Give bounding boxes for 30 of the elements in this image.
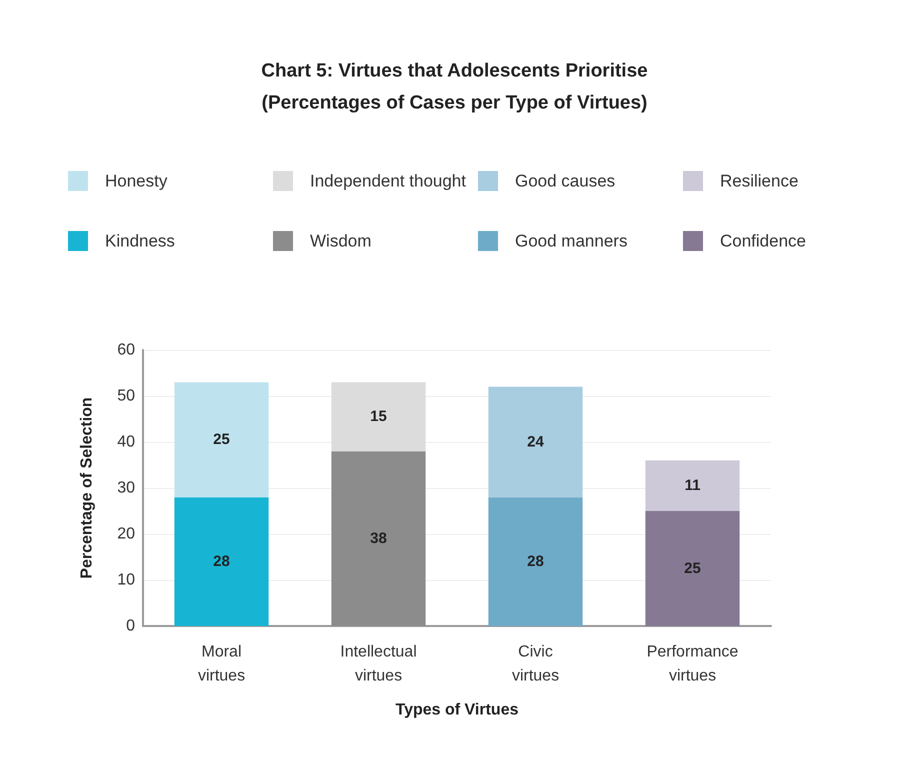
y-tick-label: 10 [117,572,136,588]
y-tick-label: 40 [117,434,136,450]
legend-label: Wisdom [310,232,372,250]
legend-label: Kindness [105,232,175,250]
legend-label: Good causes [515,172,616,190]
legend-label: Resilience [720,172,798,190]
y-tick-label: 30 [117,480,136,496]
x-tick-label: Moral virtues [198,644,246,684]
x-tick-label: Intellectual virtues [340,644,417,684]
y-tick-label: 50 [117,388,136,404]
data-label: 11 [684,477,700,494]
legend-label: Good manners [515,232,628,250]
chart-title: Chart 5: Virtues that Adolescents Prioritise (Percentages of Cases per Type of Virtues) [261,60,648,114]
data-label: 38 [370,530,387,548]
x-axis-title: Types of Virtues [396,702,519,718]
data-label: 28 [213,553,230,570]
y-tick-label: 0 [126,618,136,634]
data-label: 24 [527,434,544,450]
x-tick-label: Performance virtues [646,644,738,684]
y-axis-title: Percentage of Selection [78,397,96,579]
data-label: 28 [527,553,544,570]
data-label: 25 [684,560,701,577]
legend-label: Independent thought [310,172,466,190]
y-tick-label: 20 [117,526,136,542]
y-tick-label: 60 [117,342,136,358]
data-label: 25 [213,431,230,448]
data-label: 15 [370,408,387,426]
legend-label: Honesty [105,172,168,190]
legend-label: Confidence [720,232,806,250]
x-tick-label: Civic virtues [512,644,560,684]
